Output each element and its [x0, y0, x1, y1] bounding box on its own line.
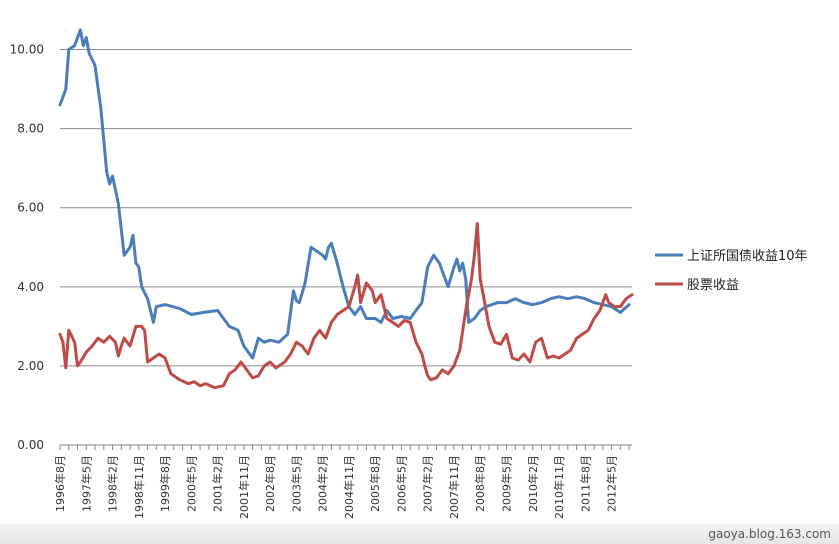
- footer-bar: [0, 524, 839, 544]
- x-tick-label: 2009年5月: [500, 455, 514, 512]
- x-tick-label: 1997年5月: [79, 455, 93, 512]
- x-tick-label: 2004年2月: [316, 455, 330, 512]
- x-axis-ticks: 1996年8月 1997年5月 1998年2月 1998年11月 1999年8月 2000…: [53, 445, 630, 519]
- y-tick-label: 10.00: [10, 43, 44, 57]
- x-tick-label: 2004年11月: [342, 455, 356, 519]
- series-line-1: [58, 222, 634, 390]
- x-tick-label: 1999年8月: [158, 455, 172, 512]
- x-tick-label: 2007年2月: [421, 455, 435, 512]
- y-tick-label: 8.00: [17, 122, 44, 136]
- x-tick-label: 2006年5月: [394, 455, 408, 512]
- y-tick-label: 2.00: [17, 359, 44, 373]
- x-tick-label: 2010年2月: [526, 455, 540, 512]
- x-tick-label: 2007年11月: [447, 455, 461, 519]
- x-tick-label: 2008年8月: [473, 455, 487, 512]
- legend-label: 上证所国债收益10年: [687, 249, 808, 264]
- x-tick-label: 2000年5月: [184, 455, 198, 512]
- y-axis-ticks: 0.00 2.00 4.00 6.00 8.00 10.00: [10, 43, 44, 452]
- watermark: gaoya.blog.163.com: [708, 527, 831, 541]
- x-tick-label: 2001年2月: [211, 455, 225, 512]
- x-tick-label: 2010年11月: [552, 455, 566, 519]
- x-tick-label: 2005年8月: [368, 455, 382, 512]
- x-tick-label: 2012年5月: [605, 455, 619, 512]
- x-tick-label: 1998年2月: [106, 455, 120, 512]
- y-tick-label: 0.00: [17, 438, 44, 452]
- y-tick-label: 4.00: [17, 280, 44, 294]
- y-tick-label: 6.00: [17, 201, 44, 215]
- series-line-0: [58, 28, 631, 360]
- x-tick-label: 2002年8月: [263, 455, 277, 512]
- x-tick-label: 2003年5月: [289, 455, 303, 512]
- x-tick-label: 1998年11月: [132, 455, 146, 519]
- x-tick-label: 1996年8月: [53, 455, 67, 512]
- series-lines: [58, 28, 634, 390]
- legend-label: 股票收益: [687, 278, 739, 293]
- x-tick-label: 2001年11月: [237, 455, 251, 519]
- gridlines: [60, 49, 632, 367]
- x-tick-label: 2011年8月: [578, 455, 592, 512]
